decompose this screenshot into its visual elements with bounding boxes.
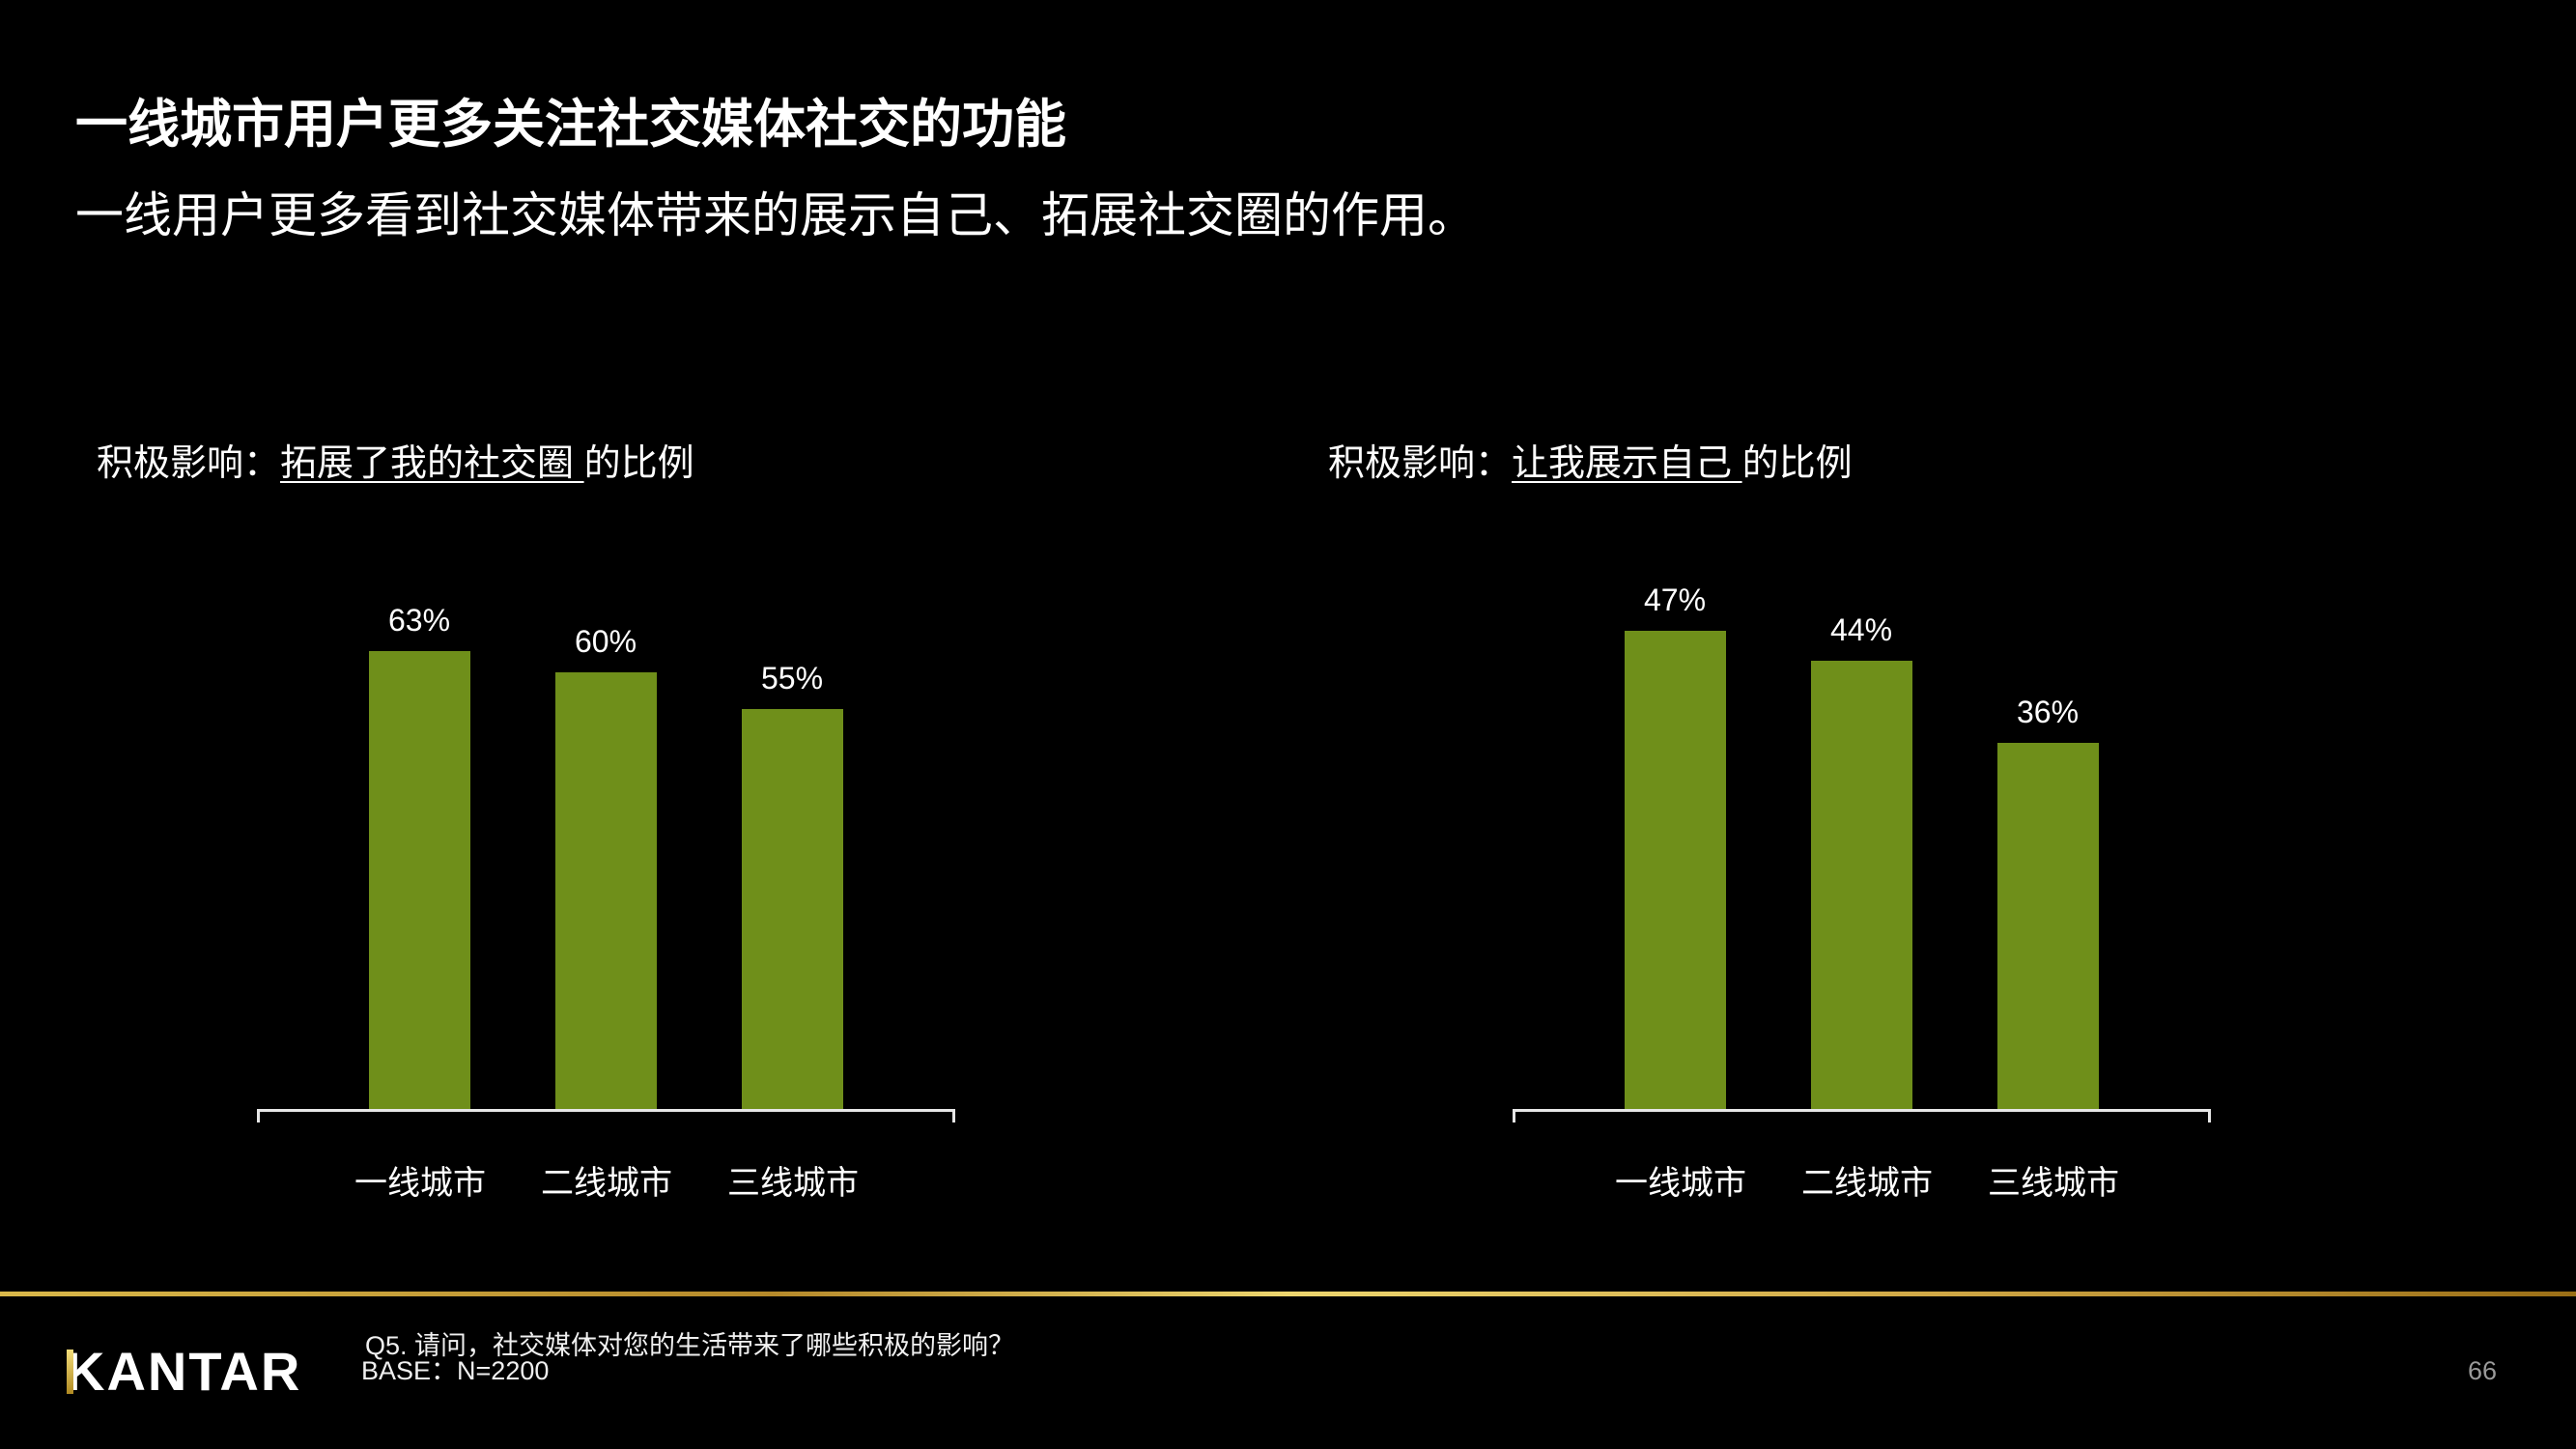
chart-title-emphasis: 拓展了我的社交圈 — [280, 443, 584, 484]
slide-title: 一线城市用户更多关注社交媒体社交的功能 — [75, 96, 1066, 154]
x-axis-tick — [2208, 1109, 2211, 1122]
bar-tier1 — [369, 651, 470, 1110]
x-axis-tick — [257, 1109, 260, 1122]
footer-base: BASE：N=2200 — [361, 1356, 550, 1385]
bar-value-label: 47% — [1643, 582, 1707, 617]
bar-value-label: 36% — [2016, 695, 2080, 729]
chart-title-suffix: 的比例 — [1741, 443, 1853, 484]
bar-tier2 — [555, 672, 657, 1110]
bar-value-label: 60% — [574, 624, 637, 659]
category-label: 三线城市 — [1988, 1165, 2119, 1202]
footer-question: Q5. 请问，社交媒体对您的生活带来了哪些积极的影响？ — [365, 1331, 1015, 1360]
x-axis-line — [257, 1109, 955, 1112]
logo-text: KANTAR — [66, 1341, 302, 1402]
chart-title-emphasis: 让我展示自己 — [1512, 443, 1742, 484]
slide-subtitle: 一线用户更多看到社交媒体带来的展示自己、拓展社交圈的作用。 — [75, 188, 1476, 242]
footer-source-note: Q5. 请问，社交媒体对您的生活带来了哪些积极的影响？ BASE：N=2200 — [361, 1331, 1015, 1385]
page-number: 66 — [2468, 1356, 2498, 1385]
chart-title: 积极影响：让我展示自己 的比例 — [1328, 437, 1853, 491]
category-label: 一线城市 — [1615, 1165, 1746, 1202]
category-label: 二线城市 — [1801, 1165, 1933, 1202]
chart-title-prefix: 积极影响： — [1328, 443, 1513, 484]
x-axis-tick — [1513, 1109, 1515, 1122]
bar-tier3 — [742, 709, 843, 1110]
category-label: 一线城市 — [354, 1165, 486, 1202]
chart-title: 积极影响：拓展了我的社交圈 的比例 — [97, 437, 694, 491]
bar-value-label: 55% — [760, 661, 824, 696]
bar-tier3 — [1997, 743, 2099, 1110]
category-label: 二线城市 — [541, 1165, 672, 1202]
bar-value-label: 44% — [1829, 612, 1893, 647]
bar-tier1 — [1625, 631, 1726, 1110]
category-label: 三线城市 — [727, 1165, 859, 1202]
bar-value-label: 63% — [387, 603, 451, 638]
x-axis-line — [1513, 1109, 2211, 1112]
chart-title-suffix: 的比例 — [583, 443, 694, 484]
footer-gold-rule — [0, 1292, 2576, 1296]
kantar-logo: KANTAR — [66, 1343, 301, 1401]
x-axis-tick — [952, 1109, 955, 1122]
chart-title-prefix: 积极影响： — [97, 443, 281, 484]
bar-tier2 — [1811, 661, 1912, 1110]
